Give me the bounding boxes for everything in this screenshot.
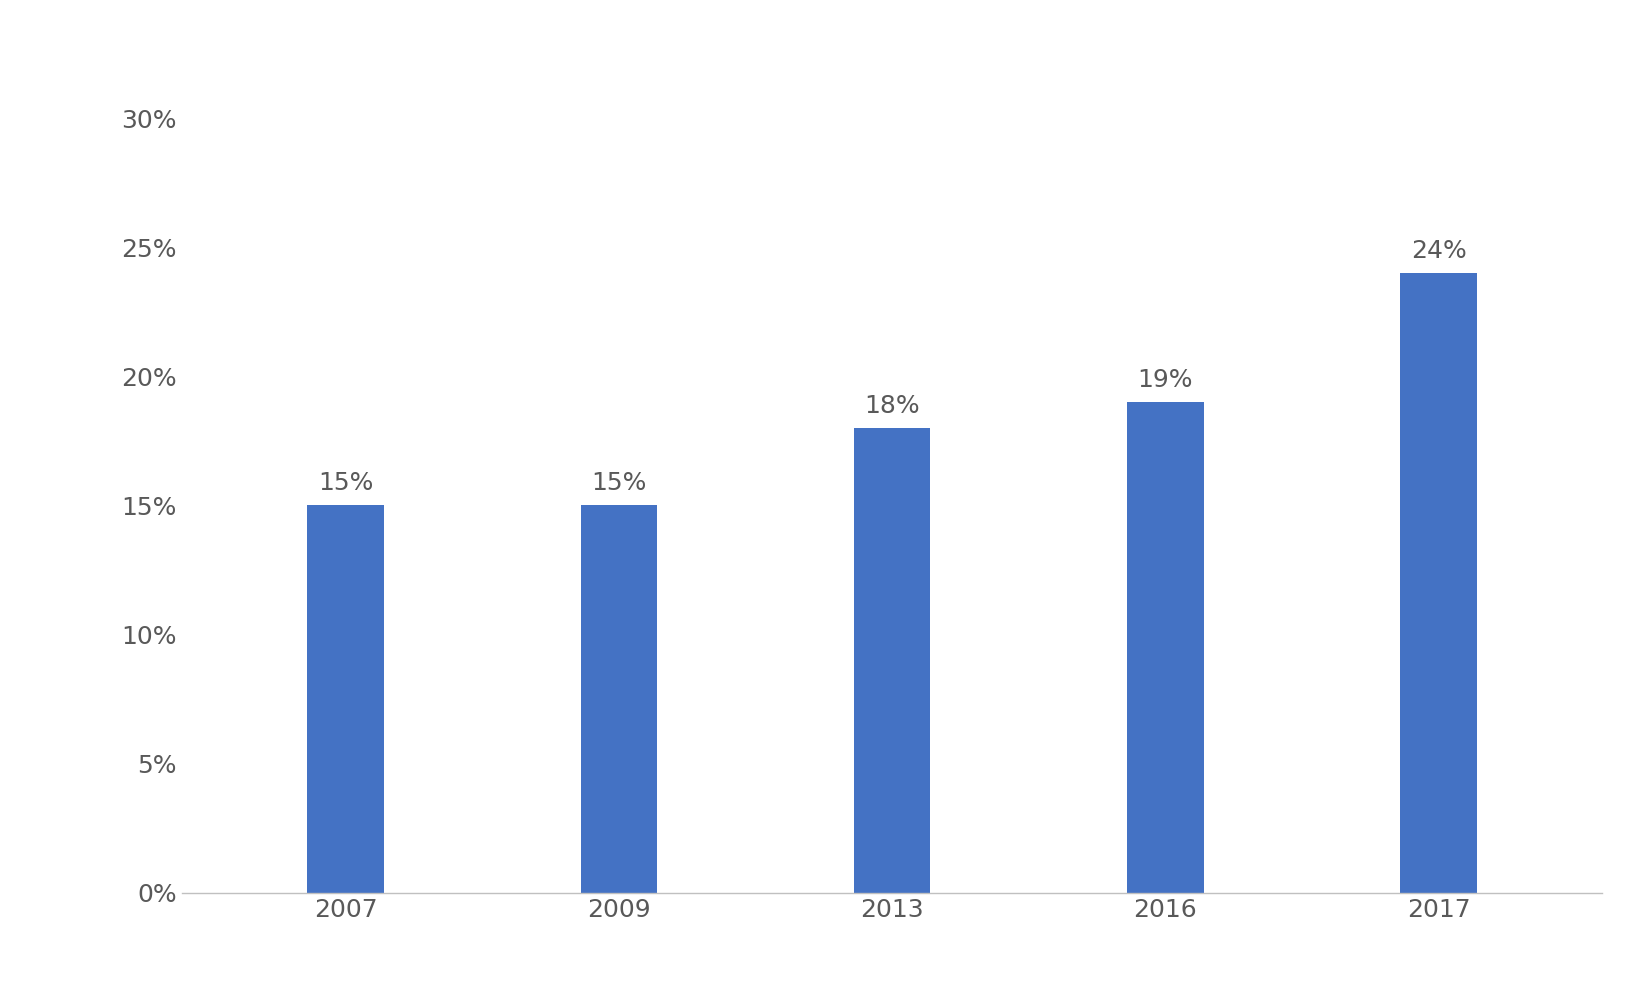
Bar: [307, 506, 383, 893]
Text: 15%: 15%: [317, 471, 373, 495]
Bar: [1401, 273, 1477, 893]
Text: 15%: 15%: [591, 471, 646, 495]
Text: 18%: 18%: [864, 394, 920, 418]
Bar: [580, 506, 657, 893]
Text: 24%: 24%: [1411, 239, 1467, 263]
Bar: [854, 428, 930, 893]
Bar: [1127, 402, 1204, 893]
Text: 19%: 19%: [1138, 368, 1193, 392]
